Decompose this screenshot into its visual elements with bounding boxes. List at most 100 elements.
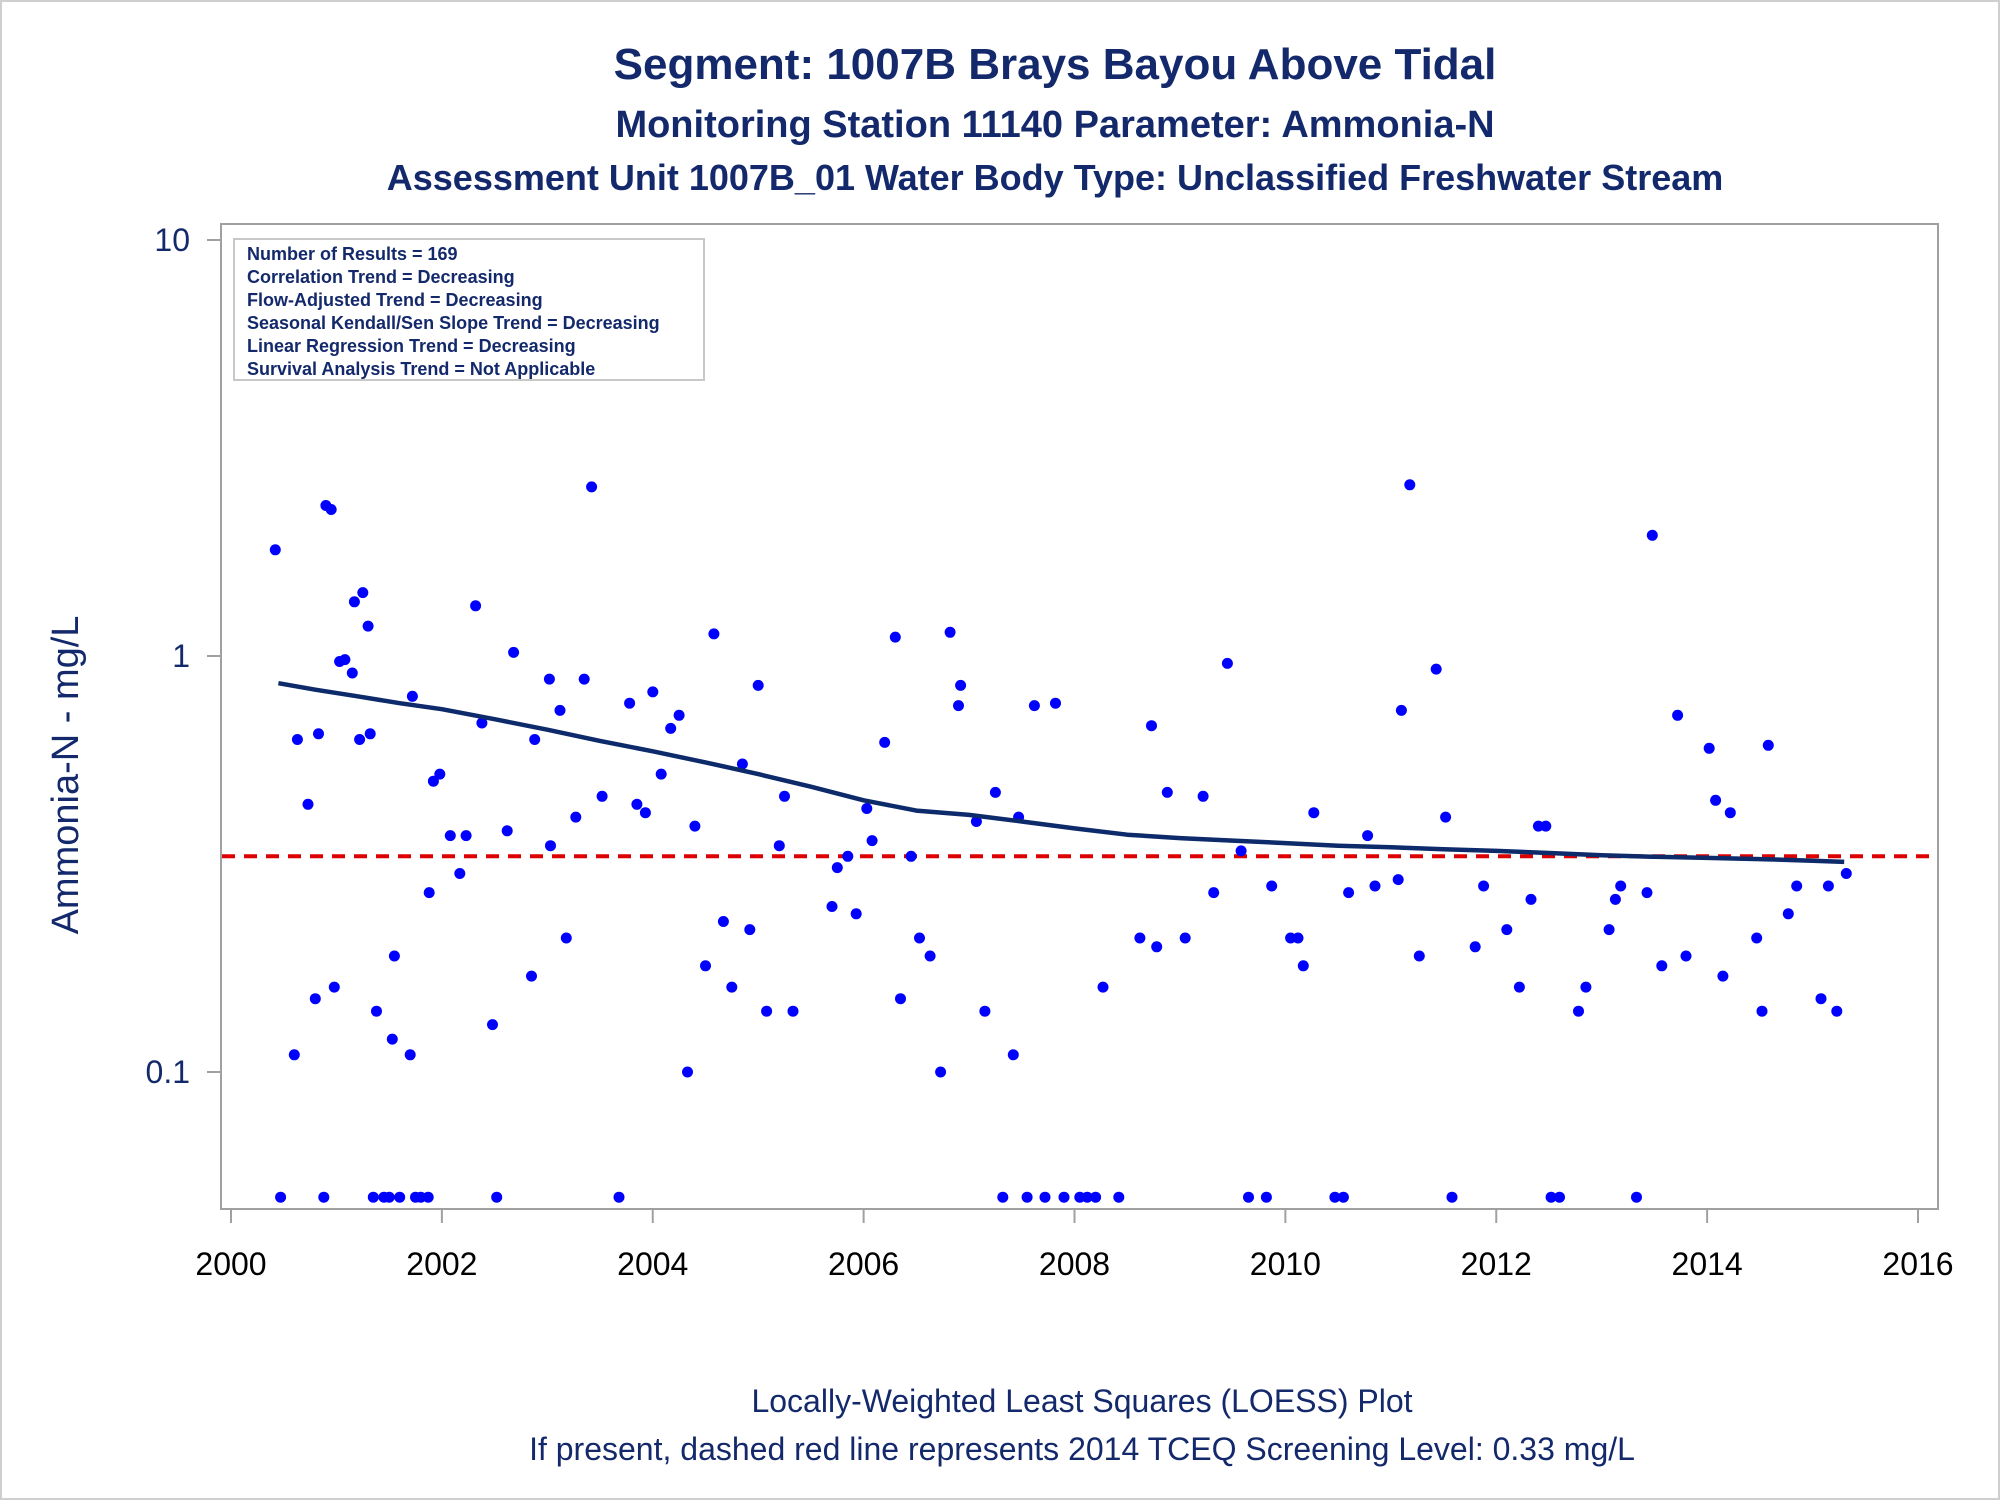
data-point [318, 1191, 330, 1203]
chart-subtitle: Monitoring Station 11140 Parameter: Ammo… [615, 104, 1494, 146]
data-point [543, 673, 555, 685]
data-point [953, 700, 964, 712]
data-point [1840, 868, 1852, 879]
data-point [700, 960, 711, 972]
data-point [1501, 924, 1513, 936]
data-point [787, 1005, 799, 1017]
data-point [1028, 700, 1040, 712]
data-point [313, 728, 324, 740]
x-tick-label: 2010 [1250, 1246, 1321, 1282]
data-point [1573, 1005, 1584, 1017]
data-point [367, 1191, 379, 1203]
data-point [1513, 981, 1525, 993]
data-point [1362, 830, 1374, 842]
stats-box-border [233, 238, 705, 381]
data-point [1430, 663, 1442, 675]
data-point [1782, 908, 1794, 920]
data-point [717, 916, 729, 927]
data-point [460, 830, 472, 842]
data-point [979, 1005, 991, 1017]
data-point [1134, 932, 1146, 944]
data-point [1646, 529, 1658, 541]
data-point [1090, 1191, 1102, 1203]
plot-area-border [220, 223, 1939, 1210]
data-point [708, 628, 720, 640]
data-point [866, 835, 878, 847]
data-point [655, 768, 667, 780]
data-point [578, 673, 590, 685]
data-point [388, 950, 400, 962]
data-point [1791, 880, 1803, 892]
loess-curve [278, 680, 1845, 865]
y-axis-ticks: 10 1 0.1 [146, 222, 221, 1090]
data-point [364, 728, 376, 740]
data-point [309, 993, 321, 1005]
data-point [1672, 709, 1684, 721]
data-point [1404, 479, 1416, 491]
stats-number-of-results: Number of Results = 169 [247, 244, 458, 264]
data-point [1297, 960, 1309, 972]
data-point [1266, 880, 1278, 892]
data-point [1717, 970, 1729, 982]
x-axis-ticks: 2000 2002 2004 2006 2008 2010 2012 2014 2016 [195, 1209, 1954, 1282]
data-point [470, 600, 482, 612]
data-point [997, 1191, 1009, 1203]
data-point [924, 950, 936, 962]
data-point [346, 667, 358, 679]
data-point [826, 901, 838, 912]
data-point [269, 544, 281, 556]
data-point [302, 798, 314, 810]
data-point [444, 830, 456, 842]
x-tick-label: 2006 [828, 1246, 899, 1282]
data-point [879, 736, 891, 748]
data-point [423, 887, 435, 899]
data-point [545, 840, 556, 852]
data-point [905, 850, 917, 862]
stats-correlation-trend: Correlation Trend = Decreasing [247, 267, 515, 287]
data-point [386, 1033, 398, 1045]
data-point [1050, 697, 1061, 709]
data-point [1151, 941, 1163, 953]
data-point [1039, 1191, 1051, 1203]
data-point [1058, 1191, 1070, 1203]
data-point [422, 1191, 434, 1203]
data-point [1703, 742, 1715, 754]
data-point [1615, 880, 1627, 892]
data-point [1369, 880, 1381, 892]
data-point [1822, 880, 1834, 892]
data-point [831, 862, 843, 874]
data-point [613, 1191, 625, 1203]
stats-linear-regression-trend: Linear Regression Trend = Decreasing [247, 336, 576, 356]
data-point [665, 722, 677, 734]
stats-flow-adjusted-trend: Flow-Adjusted Trend = Decreasing [247, 290, 543, 310]
data-point [1021, 1191, 1033, 1203]
data-point [339, 654, 351, 666]
stats-box: Number of Results = 169 Correlation Tren… [233, 238, 705, 381]
data-point [560, 932, 572, 944]
y-axis-label: Ammonia-N - mg/L [45, 616, 87, 935]
data-point [554, 704, 566, 716]
data-point [357, 587, 369, 599]
data-point [1469, 941, 1481, 953]
data-point [1081, 1191, 1093, 1203]
x-tick-label: 2016 [1882, 1246, 1953, 1282]
data-point [487, 1019, 498, 1031]
data-point [744, 924, 756, 936]
data-point [1308, 807, 1320, 819]
footnote-screening-level: If present, dashed red line represents 2… [529, 1431, 1635, 1467]
data-point [624, 697, 636, 709]
data-point [944, 626, 956, 638]
chart-title: Segment: 1007B Brays Bayou Above Tidal [614, 40, 1497, 89]
loess-curve-layer [278, 680, 1845, 865]
data-point [842, 850, 854, 862]
x-tick-label: 2008 [1039, 1246, 1110, 1282]
data-point [427, 775, 439, 787]
data-point [1197, 790, 1209, 802]
data-point [861, 803, 873, 814]
data-point [586, 481, 598, 493]
data-point [631, 798, 643, 810]
data-point [1395, 704, 1407, 716]
data-point [689, 820, 701, 832]
